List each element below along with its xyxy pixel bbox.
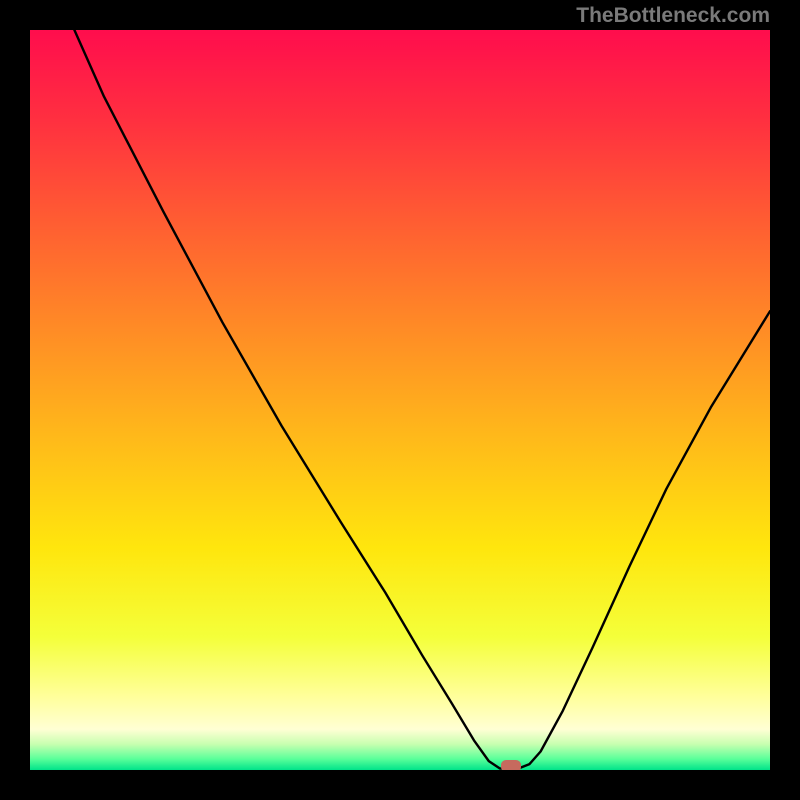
optimal-point-marker xyxy=(501,760,521,770)
watermark-text: TheBottleneck.com xyxy=(576,4,770,28)
curve-svg xyxy=(30,30,770,770)
bottleneck-curve xyxy=(74,30,770,769)
chart-container: TheBottleneck.com xyxy=(0,0,800,800)
plot-area xyxy=(30,30,770,770)
